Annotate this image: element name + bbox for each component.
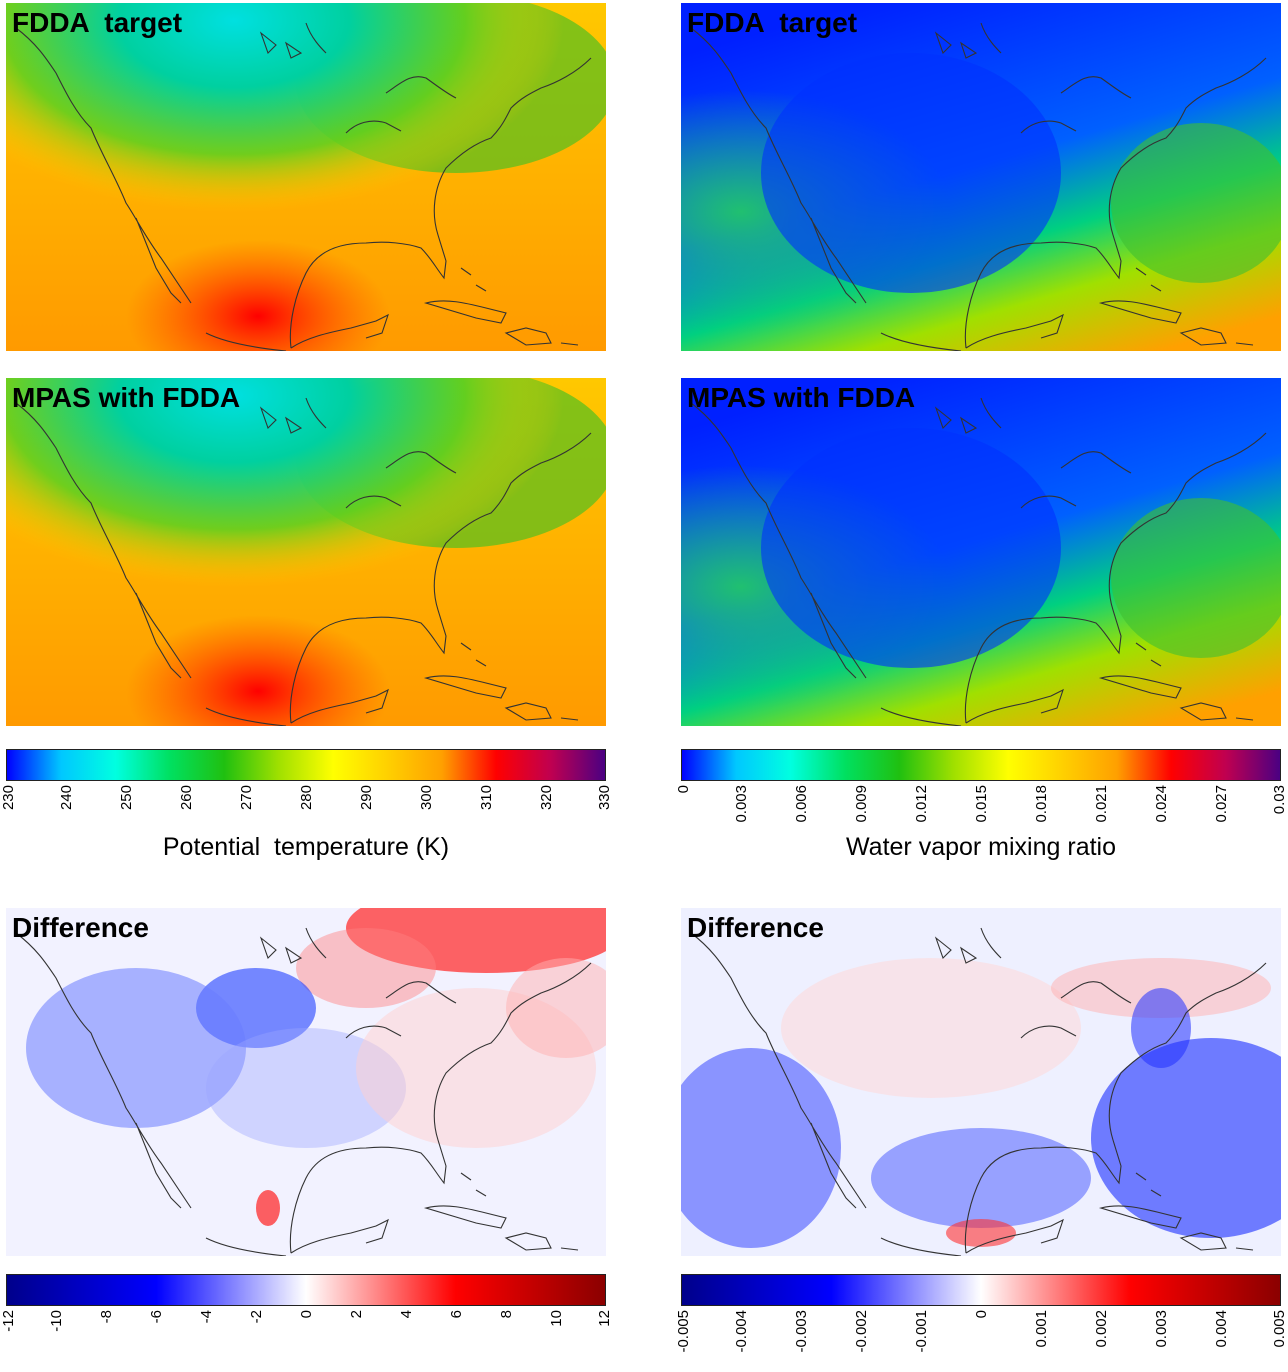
theta-colorbar-title: Potential temperature (K) <box>162 833 450 861</box>
colorbar-tick-label: 8 <box>498 1310 515 1319</box>
panel-label: FDDA target <box>687 7 858 38</box>
colorbar-tick-label: 0.021 <box>1093 785 1110 823</box>
colorbar-tick-label: -10 <box>48 1310 65 1332</box>
colorbar-tick-label: 330 <box>596 785 613 811</box>
theta-mpas-field <box>6 378 606 726</box>
colorbar-tick-label: 310 <box>478 785 495 811</box>
theta-target-map: FDDA target <box>6 3 606 351</box>
qv-target-map: FDDA target <box>681 3 1281 351</box>
panel-label: Difference <box>12 912 149 943</box>
colorbar-tick-label: -8 <box>98 1310 115 1324</box>
colorbar-tick-label: 0.018 <box>1033 785 1050 823</box>
colorbar-tick-label: -0.004 <box>733 1310 750 1353</box>
colorbar-tick-label: 270 <box>238 785 255 811</box>
theta-difference-field <box>6 908 606 1256</box>
colorbar-tick-label: -0.005 <box>675 1310 692 1353</box>
theta-mpas-map: MPAS with FDDA <box>6 378 606 726</box>
colorbar-tick-label: 0.001 <box>1033 1310 1050 1348</box>
colorbar-tick-label: 0 <box>298 1310 315 1319</box>
qv-difference-colorbar-ticks: -0.005 -0.004 -0.003 -0.002 -0.001 0 0.001 0.00… <box>675 1310 1288 1372</box>
colorbar-tick-label: 2 <box>348 1310 365 1319</box>
colorbar-tick-label: 0.03 <box>1271 785 1288 815</box>
colorbar-tick-label: 230 <box>0 785 17 811</box>
colorbar-tick-label: 240 <box>58 785 75 811</box>
theta-difference-colorbar-ticks: -12 -10 -8 -6 -4 -2 0 2 4 6 8 10 12 <box>0 1310 613 1372</box>
colorbar-tick-label: 260 <box>178 785 195 811</box>
qv-difference-map: Difference <box>681 908 1281 1256</box>
colorbar-tick-label: 320 <box>538 785 555 811</box>
colorbar-tick-label: 0.005 <box>1271 1310 1288 1348</box>
panel-label: Difference <box>687 912 824 943</box>
panel-label: MPAS with FDDA <box>12 382 241 413</box>
qv-target-field <box>681 3 1281 351</box>
colorbar-tick-label: 0.015 <box>973 785 990 823</box>
theta-target-field <box>6 3 606 351</box>
colorbar-tick-label: 4 <box>398 1310 415 1319</box>
theta-colorbar <box>6 749 606 781</box>
colorbar-tick-label: -0.002 <box>853 1310 870 1353</box>
theta-difference-map: Difference <box>6 908 606 1256</box>
qv-mpas-field <box>681 378 1281 726</box>
colorbar-tick-label: -6 <box>148 1310 165 1324</box>
colorbar-tick-label: -0.003 <box>793 1310 810 1353</box>
colorbar-tick-label: 0.012 <box>913 785 930 823</box>
colorbar-tick-label: 12 <box>596 1310 613 1327</box>
colorbar-tick-label: -0.001 <box>913 1310 930 1353</box>
colorbar-tick-label: 290 <box>358 785 375 811</box>
colorbar-tick-label: 0.027 <box>1213 785 1230 823</box>
colorbar-tick-label: -2 <box>248 1310 265 1324</box>
qv-difference-field <box>681 908 1281 1256</box>
colorbar-tick-label: 0.002 <box>1093 1310 1110 1348</box>
colorbar-tick-label: 0 <box>973 1310 990 1319</box>
colorbar-tick-label: 250 <box>118 785 135 811</box>
panel-label: MPAS with FDDA <box>687 382 916 413</box>
colorbar-tick-label: 0.009 <box>853 785 870 823</box>
qv-difference-colorbar <box>681 1274 1281 1306</box>
theta-difference-colorbar <box>6 1274 606 1306</box>
panel-label: FDDA target <box>12 7 183 38</box>
colorbar-tick-label: -12 <box>0 1310 17 1332</box>
colorbar-tick-label: 0.024 <box>1153 785 1170 823</box>
qv-colorbar <box>681 749 1281 781</box>
colorbar-tick-label: 0 <box>675 785 692 794</box>
colorbar-tick-label: 0.004 <box>1213 1310 1230 1348</box>
qv-colorbar-title: Water vapor mixing ratio <box>846 833 1116 861</box>
colorbar-tick-label: 0.003 <box>733 785 750 823</box>
colorbar-tick-label: 10 <box>548 1310 565 1327</box>
colorbar-tick-label: 6 <box>448 1310 465 1319</box>
colorbar-tick-label: 280 <box>298 785 315 811</box>
colorbar-tick-label: 300 <box>418 785 435 811</box>
colorbar-tick-label: -4 <box>198 1310 215 1324</box>
colorbar-tick-label: 0.003 <box>1153 1310 1170 1348</box>
colorbar-tick-label: 0.006 <box>793 785 810 823</box>
qv-mpas-map: MPAS with FDDA <box>681 378 1281 726</box>
